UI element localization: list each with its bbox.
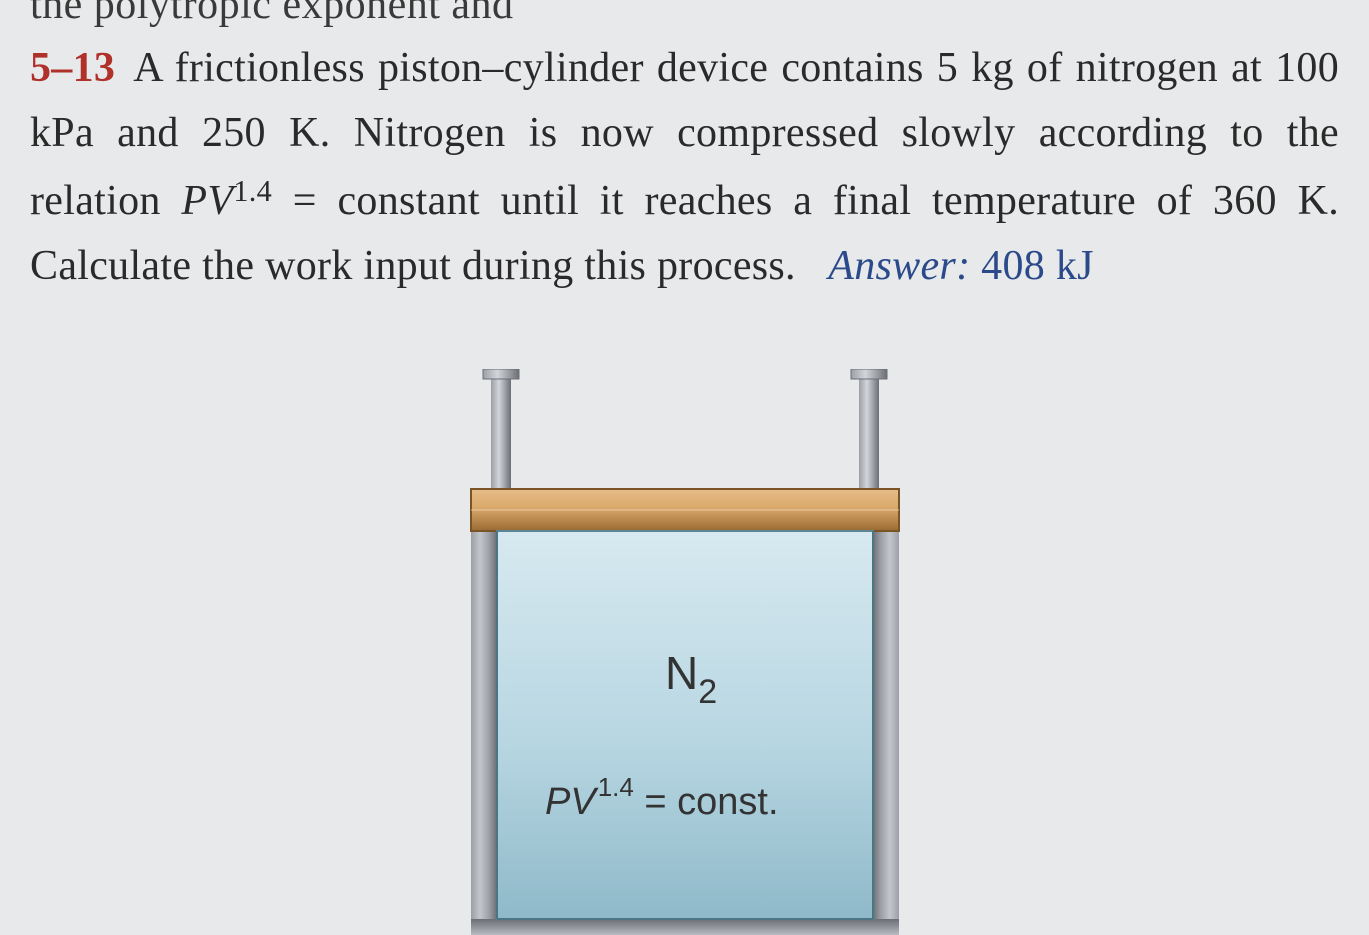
piston-rod-left-cap: [483, 369, 519, 379]
piston-rod-right: [859, 369, 879, 494]
piston-cylinder-diagram: N2 PV1.4 = const.: [455, 369, 915, 935]
gas-region: [497, 531, 873, 919]
cylinder-wall-bottom: [471, 919, 899, 935]
problem-paragraph: 5–13A frictionless piston–cylinder devic…: [30, 36, 1339, 299]
cylinder-wall-left: [471, 489, 497, 935]
cylinder-wall-right: [873, 489, 899, 935]
relation-exp: 1.4: [233, 174, 272, 208]
clipped-prev-line: the polytropic exponent and: [30, 0, 1339, 26]
problem-number: 5–13: [30, 45, 115, 91]
piston-rod-left: [491, 369, 511, 494]
answer-value: 408 kJ: [981, 243, 1094, 289]
answer-label: Answer:: [828, 243, 970, 289]
relation-pv: PV: [181, 178, 233, 224]
figure-container: N2 PV1.4 = const.: [30, 369, 1339, 935]
piston-rod-right-cap: [851, 369, 887, 379]
